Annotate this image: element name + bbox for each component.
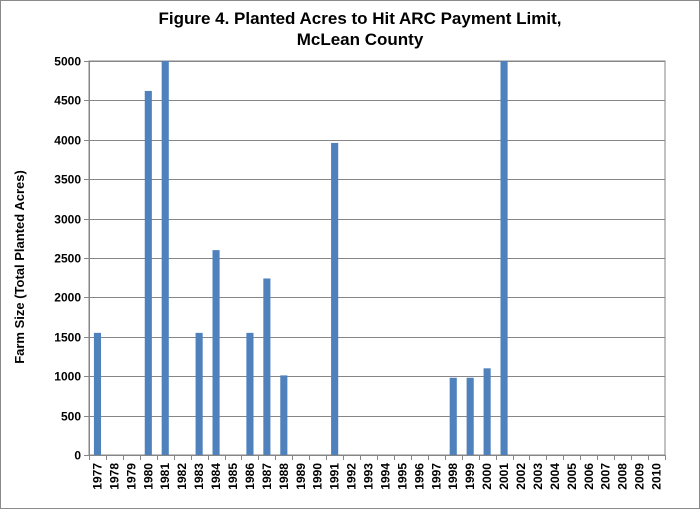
x-tick-label: 2004 xyxy=(548,463,562,490)
y-tick-label: 5000 xyxy=(54,55,81,69)
chart-title-line-1: Figure 4. Planted Acres to Hit ARC Payme… xyxy=(158,9,562,28)
x-tick-label: 1979 xyxy=(124,463,138,490)
y-tick-label: 4500 xyxy=(54,94,81,108)
y-tick-label: 500 xyxy=(61,410,81,424)
bar-1999 xyxy=(466,377,474,455)
bar-1987 xyxy=(263,278,271,455)
x-tick-label: 2006 xyxy=(582,463,596,490)
x-tick-label: 1996 xyxy=(412,463,426,490)
bar-1986 xyxy=(246,332,254,455)
x-tick-labels: 1977 1978 1979 1980 1981 1982 1983 1984 1985 1986… xyxy=(90,463,663,490)
x-tick-label: 1994 xyxy=(378,463,392,490)
x-tick-label: 1977 xyxy=(90,463,104,490)
x-tick-label: 1978 xyxy=(107,463,121,490)
bar-1991 xyxy=(331,142,339,455)
x-tick-label: 1986 xyxy=(243,463,257,490)
bar-2000 xyxy=(483,368,491,455)
y-tick-labels: 0 500 1000 1500 2000 2500 3000 3500 4000 4500 5000 xyxy=(54,55,81,463)
gridlines xyxy=(88,60,666,456)
chart-title-line-2: McLean County xyxy=(296,30,424,49)
axes xyxy=(84,61,666,460)
bars xyxy=(93,61,508,455)
bar-1984 xyxy=(212,250,220,455)
y-axis-title: Farm Size (Total Planted Acres) xyxy=(12,170,27,364)
x-tick-label: 2008 xyxy=(616,463,630,490)
x-tick-label: 1984 xyxy=(209,463,223,490)
chart-title: Figure 4. Planted Acres to Hit ARC Payme… xyxy=(60,8,660,50)
x-tick-label: 1981 xyxy=(158,463,172,490)
x-tick-label: 1983 xyxy=(192,463,206,490)
x-tick-label: 2007 xyxy=(599,463,613,490)
y-tick-label: 2000 xyxy=(54,291,81,305)
x-tick-label: 1995 xyxy=(395,463,409,490)
y-tick-label: 1000 xyxy=(54,370,81,384)
bar-2001 xyxy=(500,61,508,455)
x-tick-label: 1992 xyxy=(345,463,359,490)
x-tick-label: 2010 xyxy=(650,463,664,490)
bar-1998 xyxy=(449,377,457,455)
x-tick-label: 1991 xyxy=(328,463,342,490)
y-tick-label: 1500 xyxy=(54,331,81,345)
x-tick-label: 2005 xyxy=(565,463,579,490)
y-tick-label: 3500 xyxy=(54,173,81,187)
y-tick-label: 0 xyxy=(74,449,81,463)
x-tick-label: 2003 xyxy=(531,463,545,490)
x-tick-label: 1990 xyxy=(311,463,325,490)
x-tick-label: 1988 xyxy=(277,463,291,490)
x-tick-label: 1982 xyxy=(175,463,189,490)
bar-1983 xyxy=(195,332,203,455)
y-tick-label: 4000 xyxy=(54,134,81,148)
bar-1981 xyxy=(161,61,169,455)
x-tick-label: 2000 xyxy=(480,463,494,490)
x-tick-label: 1987 xyxy=(260,463,274,490)
bar-1977 xyxy=(93,332,102,455)
x-tick-label: 2009 xyxy=(633,463,647,490)
x-tick-label: 1989 xyxy=(294,463,308,490)
bar-1980 xyxy=(144,90,152,455)
x-tick-label: 1980 xyxy=(141,463,155,490)
y-tick-label: 2500 xyxy=(54,252,81,266)
x-tick-label: 1999 xyxy=(463,463,477,490)
x-tick-label: 2002 xyxy=(514,463,528,490)
x-tick-label: 1985 xyxy=(226,463,240,490)
x-tick-label: 1998 xyxy=(446,463,460,490)
x-tick-label: 1997 xyxy=(429,463,443,490)
x-tick-label: 1993 xyxy=(362,463,376,490)
y-tick-label: 3000 xyxy=(54,213,81,227)
bar-1988 xyxy=(280,375,288,455)
x-tick-label: 2001 xyxy=(497,463,511,490)
